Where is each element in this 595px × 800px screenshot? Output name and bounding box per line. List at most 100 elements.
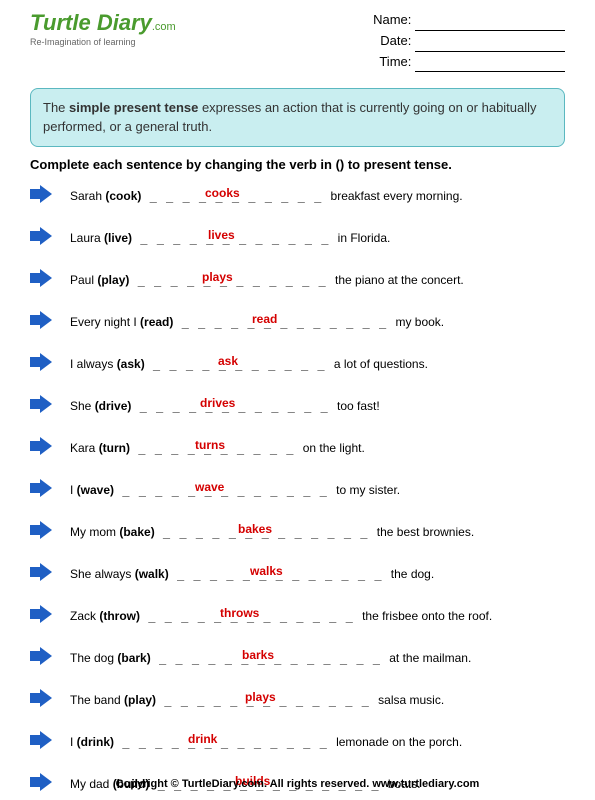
- q-pre: I always: [70, 357, 117, 371]
- arrow-icon: [30, 563, 52, 581]
- logo-tagline: Re-Imagination of learning: [30, 37, 176, 47]
- q-post: the frisbee onto the roof.: [362, 609, 492, 623]
- question-row: Paul (play) _ _ _ _ _ _ _ _ _ _ _ _ the …: [30, 266, 565, 294]
- footer-copyright: Copyright © TurtleDiary.com. All rights …: [0, 778, 595, 790]
- q-verb: (ask): [117, 357, 145, 371]
- q-pre: Every night I: [70, 315, 140, 329]
- q-answer: drink: [188, 732, 217, 746]
- q-post: salsa music.: [378, 693, 444, 707]
- arrow-icon: [30, 311, 52, 329]
- q-answer: plays: [245, 690, 276, 704]
- q-answer: wave: [195, 480, 224, 494]
- q-post: lemonade on the porch.: [336, 735, 462, 749]
- q-verb: (read): [140, 315, 173, 329]
- arrow-bullet: [30, 521, 52, 542]
- question-text: She always (walk) _ _ _ _ _ _ _ _ _ _ _ …: [70, 567, 434, 581]
- q-pre: I: [70, 735, 77, 749]
- q-pre: The band: [70, 693, 124, 707]
- q-verb: (live): [104, 231, 132, 245]
- q-pre: The dog: [70, 651, 117, 665]
- q-post: at the mailman.: [389, 651, 471, 665]
- q-verb: (bake): [119, 525, 154, 539]
- q-verb: (turn): [99, 441, 130, 455]
- date-label: Date:: [380, 33, 411, 48]
- q-answer: ask: [218, 354, 238, 368]
- question-text: Kara (turn) _ _ _ _ _ _ _ _ _ _ on the l…: [70, 441, 365, 455]
- q-verb: (throw): [99, 609, 140, 623]
- q-post: in Florida.: [338, 231, 391, 245]
- arrow-bullet: [30, 185, 52, 206]
- question-row: My mom (bake) _ _ _ _ _ _ _ _ _ _ _ _ _ …: [30, 518, 565, 546]
- arrow-icon: [30, 227, 52, 245]
- q-answer: turns: [195, 438, 225, 452]
- q-pre: Sarah: [70, 189, 105, 203]
- name-label: Name:: [373, 12, 411, 27]
- q-answer: lives: [208, 228, 235, 242]
- arrow-bullet: [30, 731, 52, 752]
- question-text: Sarah (cook) _ _ _ _ _ _ _ _ _ _ _ break…: [70, 189, 463, 203]
- q-verb: (walk): [135, 567, 169, 581]
- q-post: breakfast every morning.: [331, 189, 463, 203]
- instruction-text: Complete each sentence by changing the v…: [30, 157, 565, 172]
- question-row: The band (play) _ _ _ _ _ _ _ _ _ _ _ _ …: [30, 686, 565, 714]
- q-pre: Kara: [70, 441, 99, 455]
- questions-list: Sarah (cook) _ _ _ _ _ _ _ _ _ _ _ break…: [0, 182, 595, 798]
- q-pre: Paul: [70, 273, 97, 287]
- question-row: She always (walk) _ _ _ _ _ _ _ _ _ _ _ …: [30, 560, 565, 588]
- q-pre: Laura: [70, 231, 104, 245]
- q-answer: drives: [200, 396, 235, 410]
- q-blank: _ _ _ _ _ _ _ _ _ _ _ _ _: [114, 483, 336, 497]
- question-text: I (wave) _ _ _ _ _ _ _ _ _ _ _ _ _ to my…: [70, 483, 400, 497]
- q-verb: (wave): [77, 483, 114, 497]
- arrow-icon: [30, 647, 52, 665]
- arrow-bullet: [30, 311, 52, 332]
- arrow-bullet: [30, 395, 52, 416]
- q-answer: walks: [250, 564, 283, 578]
- arrow-bullet: [30, 563, 52, 584]
- arrow-icon: [30, 521, 52, 539]
- arrow-icon: [30, 353, 52, 371]
- question-text: My mom (bake) _ _ _ _ _ _ _ _ _ _ _ _ _ …: [70, 525, 474, 539]
- arrow-icon: [30, 605, 52, 623]
- arrow-bullet: [30, 353, 52, 374]
- q-verb: (play): [97, 273, 129, 287]
- meta-fields: Name: Date: Time:: [373, 10, 565, 72]
- question-text: I (drink) _ _ _ _ _ _ _ _ _ _ _ _ _ lemo…: [70, 735, 462, 749]
- q-verb: (drive): [95, 399, 132, 413]
- q-post: a lot of questions.: [334, 357, 428, 371]
- question-row: I (wave) _ _ _ _ _ _ _ _ _ _ _ _ _ to my…: [30, 476, 565, 504]
- time-label: Time:: [379, 54, 411, 69]
- arrow-bullet: [30, 269, 52, 290]
- arrow-icon: [30, 437, 52, 455]
- question-row: I always (ask) _ _ _ _ _ _ _ _ _ _ _ a l…: [30, 350, 565, 378]
- question-text: Zack (throw) _ _ _ _ _ _ _ _ _ _ _ _ _ t…: [70, 609, 492, 623]
- question-row: I (drink) _ _ _ _ _ _ _ _ _ _ _ _ _ lemo…: [30, 728, 565, 756]
- arrow-icon: [30, 689, 52, 707]
- q-answer: plays: [202, 270, 233, 284]
- arrow-bullet: [30, 605, 52, 626]
- question-text: I always (ask) _ _ _ _ _ _ _ _ _ _ _ a l…: [70, 357, 428, 371]
- question-row: Zack (throw) _ _ _ _ _ _ _ _ _ _ _ _ _ t…: [30, 602, 565, 630]
- question-text: The band (play) _ _ _ _ _ _ _ _ _ _ _ _ …: [70, 693, 444, 707]
- arrow-icon: [30, 731, 52, 749]
- arrow-icon: [30, 479, 52, 497]
- question-row: Every night I (read) _ _ _ _ _ _ _ _ _ _…: [30, 308, 565, 336]
- arrow-bullet: [30, 227, 52, 248]
- q-answer: cooks: [205, 186, 240, 200]
- info-box: The simple present tense expresses an ac…: [30, 88, 565, 146]
- q-answer: throws: [220, 606, 259, 620]
- arrow-icon: [30, 269, 52, 287]
- q-verb: (cook): [105, 189, 141, 203]
- question-row: Laura (live) _ _ _ _ _ _ _ _ _ _ _ _ in …: [30, 224, 565, 252]
- question-row: The dog (bark) _ _ _ _ _ _ _ _ _ _ _ _ _…: [30, 644, 565, 672]
- arrow-icon: [30, 185, 52, 203]
- logo-main: Turtle Diary: [30, 10, 152, 35]
- q-post: my book.: [395, 315, 444, 329]
- logo-domain: .com: [152, 21, 176, 33]
- question-text: Every night I (read) _ _ _ _ _ _ _ _ _ _…: [70, 315, 444, 329]
- q-post: too fast!: [337, 399, 380, 413]
- time-blank: [415, 71, 565, 72]
- q-pre: My mom: [70, 525, 119, 539]
- q-verb: (drink): [77, 735, 114, 749]
- q-blank: _ _ _ _ _ _ _ _ _ _ _ _ _: [173, 315, 395, 329]
